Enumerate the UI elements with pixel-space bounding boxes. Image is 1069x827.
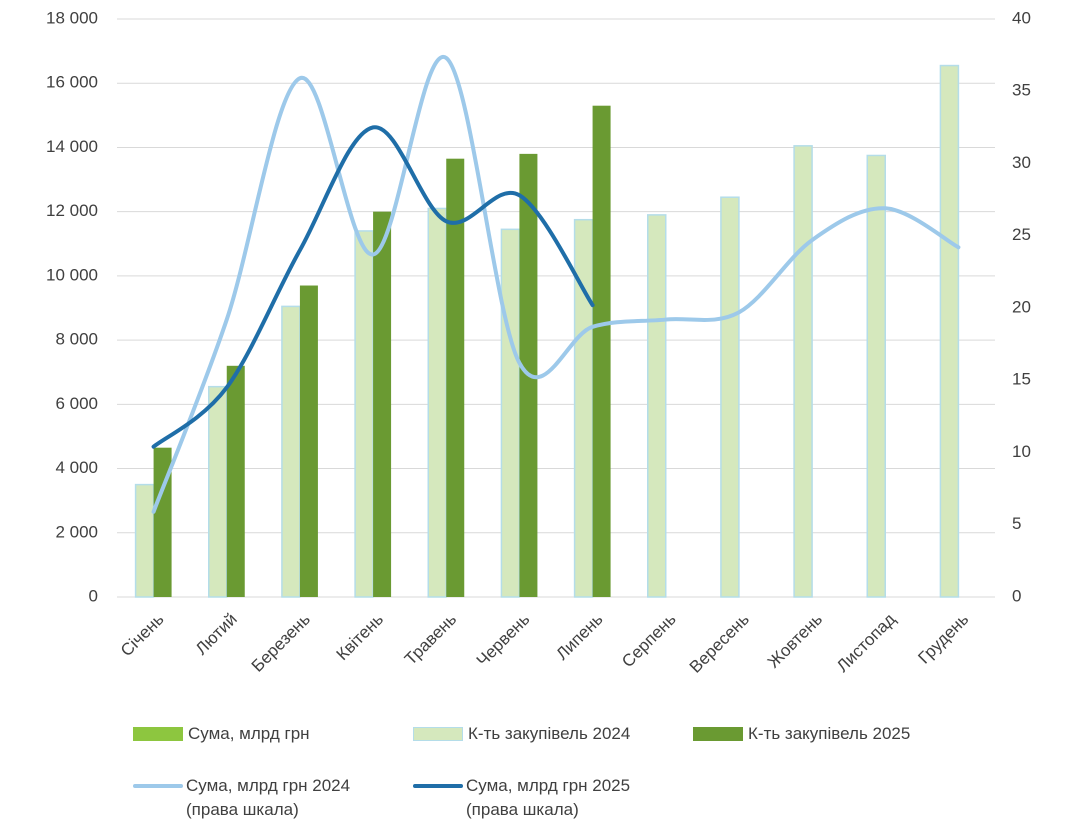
line-series xyxy=(151,125,595,449)
legend-item: К-ть закупівель 2024 xyxy=(413,722,630,746)
legend-label: К-ть закупівель 2024 xyxy=(468,724,631,743)
x-tick-label: Квітень xyxy=(333,609,388,664)
x-tick-label: Травень xyxy=(401,609,460,668)
bar xyxy=(134,483,155,598)
bar xyxy=(793,145,813,598)
x-tick-label: Липень xyxy=(552,609,606,663)
bar xyxy=(939,64,960,598)
bar xyxy=(647,214,667,598)
x-tick-label: Серпень xyxy=(618,609,680,671)
x-tick-label: Червень xyxy=(473,609,534,670)
bar xyxy=(720,196,740,598)
legend-swatch xyxy=(413,784,463,788)
y-tick-label: 4 000 xyxy=(55,458,98,477)
x-tick-label: Січень xyxy=(117,609,168,660)
y2-tick-label: 35 xyxy=(1012,81,1031,100)
y-tick-label: 0 xyxy=(89,586,98,605)
legend-swatch xyxy=(693,727,743,741)
legend-item: К-ть закупівель 2025 xyxy=(693,722,910,746)
x-tick-label: Вересень xyxy=(686,609,753,676)
legend-label: Сума, млрд грн 2024 (права шкала) xyxy=(186,776,351,819)
legend-swatch xyxy=(413,727,463,741)
bar xyxy=(226,365,245,597)
bar xyxy=(427,207,447,598)
bar xyxy=(208,385,228,598)
x-tick-label: Березень xyxy=(248,609,314,675)
bar xyxy=(354,230,374,598)
bar xyxy=(299,285,318,597)
bar xyxy=(446,158,465,597)
legend-label: К-ть закупівель 2025 xyxy=(748,724,911,743)
y2-tick-label: 20 xyxy=(1012,297,1031,316)
y2-tick-label: 30 xyxy=(1012,153,1031,172)
y-tick-label: 16 000 xyxy=(46,73,98,92)
y2-tick-label: 15 xyxy=(1012,370,1031,389)
bar xyxy=(153,447,172,597)
y-tick-label: 18 000 xyxy=(46,8,98,27)
line-series xyxy=(151,55,961,514)
y-tick-label: 8 000 xyxy=(55,330,98,349)
legend-item: Сума, млрд грн 2025 (права шкала) xyxy=(413,774,630,822)
legend-swatch xyxy=(133,727,183,741)
y-tick-label: 10 000 xyxy=(46,265,98,284)
legend-swatch xyxy=(133,784,183,788)
bar xyxy=(500,228,521,598)
bar xyxy=(373,211,392,597)
bar xyxy=(281,305,301,598)
x-tick-label: Жовтень xyxy=(764,609,826,671)
legend-label: Сума, млрд грн xyxy=(188,724,310,743)
y2-tick-label: 25 xyxy=(1012,225,1031,244)
x-tick-label: Грудень xyxy=(914,609,972,667)
y2-tick-label: 5 xyxy=(1012,514,1021,533)
legend-item: Сума, млрд грн 2024 (права шкала) xyxy=(133,774,350,822)
y2-tick-label: 0 xyxy=(1012,586,1021,605)
x-tick-label: Лютий xyxy=(192,610,241,659)
bar xyxy=(592,105,611,597)
x-tick-label: Листопад xyxy=(833,610,899,676)
legend-item: Сума, млрд грн xyxy=(133,722,310,746)
y2-tick-label: 40 xyxy=(1012,8,1031,27)
y2-tick-label: 10 xyxy=(1012,442,1031,461)
y-tick-label: 14 000 xyxy=(46,137,98,156)
y-tick-label: 12 000 xyxy=(46,201,98,220)
y-tick-label: 6 000 xyxy=(55,394,98,413)
legend-label: Сума, млрд грн 2025 (права шкала) xyxy=(466,776,631,819)
y-tick-label: 2 000 xyxy=(55,522,98,541)
bar xyxy=(866,154,886,598)
